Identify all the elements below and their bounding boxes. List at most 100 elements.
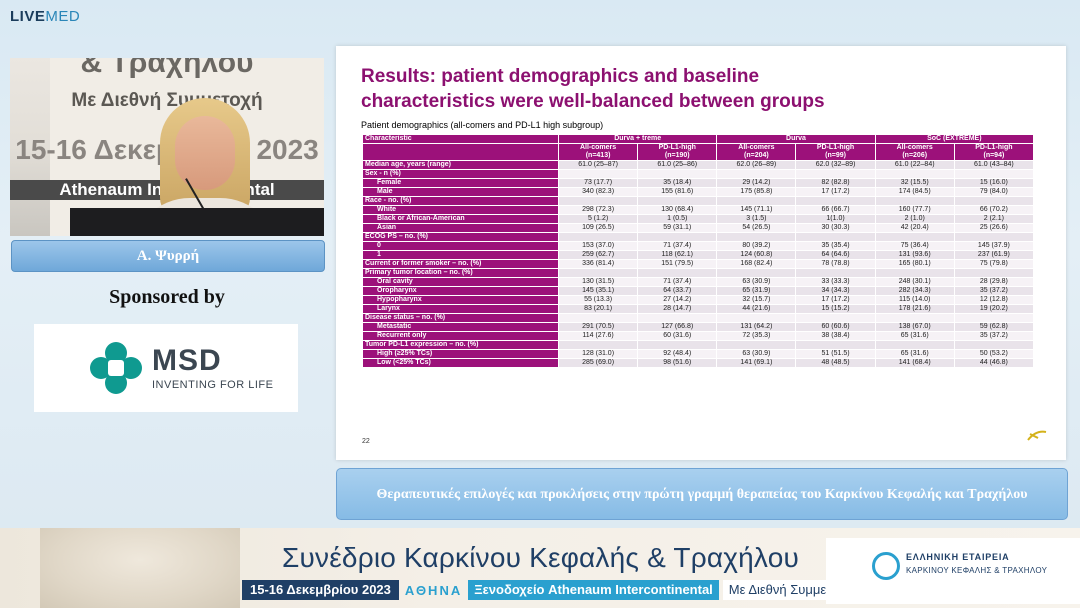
table-cell: 38 (38.4) [795,331,876,341]
row-label: Sex - n (%) [362,169,559,179]
table-cell: 115 (14.0) [874,295,955,305]
conference-details: 15-16 Δεκεμβρίου 2023 ΑΘΗΝΑ Ξενοδοχείο A… [242,580,859,600]
table-cell [795,340,876,350]
table-cell: 19 (20.2) [953,304,1035,314]
table-cell [874,340,955,350]
table-row: Race - no. (%) [362,196,1035,206]
table-cell: 259 (62.7) [557,250,639,260]
table-cell: 34 (34.3) [795,286,876,296]
table-cell: 340 (82.3) [557,187,639,197]
table-cell: 44 (46.8) [953,358,1035,368]
table-cell: 3 (1.5) [716,214,797,224]
table-cell [637,313,718,323]
table-row: ECOG PS – no. (%) [362,232,1035,242]
table-row: Disease status – no. (%) [362,313,1035,323]
ribbon-icon [872,552,900,580]
table-cell: 138 (67.0) [874,322,955,332]
table-cell: 145 (35.1) [557,286,639,296]
table-row: Asian 109 (26.5) 59 (31.1) 54 (26.5) 30 (30.… [362,223,1035,233]
society-logo: ΕΛΛΗΝΙΚΗ ΕΤΑΙΡΕΙΑ ΚΑΡΚΙΝΟΥ ΚΕΦΑΛΗΣ & ΤΡΑ… [826,538,1080,604]
table-cell [716,232,797,242]
presentation-slide: Results: patient demographics and baseli… [336,46,1066,460]
table-cell: 62.0 (32–89) [795,160,876,170]
table-row: White 298 (72.3) 130 (68.4) 145 (71.1) 66 (6… [362,205,1035,215]
sponsor-logo-text: MSD [152,343,222,377]
row-label: 0 [362,241,559,251]
characteristic-subheader [362,143,559,161]
table-cell: 80 (39.2) [716,241,797,251]
table-cell: 60 (60.6) [795,322,876,332]
table-cell: 29 (14.2) [716,178,797,188]
table-cell: 61.0 (25–86) [637,160,718,170]
table-cell: 118 (62.1) [637,250,718,260]
table-cell: 44 (21.6) [716,304,797,314]
statue-image [40,528,240,608]
table-cell: 1 (0.5) [637,214,718,224]
table-cell: 2 (1.0) [874,214,955,224]
table-cell: 35 (37.2) [953,286,1035,296]
row-label: 1 [362,250,559,260]
table-cell: 131 (64.2) [716,322,797,332]
msd-icon [90,342,142,394]
table-cell: 130 (31.5) [557,277,639,287]
table-cell [953,313,1035,323]
characteristic-header: Characteristic [362,134,559,144]
table-cell: 60 (31.6) [637,331,718,341]
table-cell: 83 (20.1) [557,304,639,314]
table-cell: 168 (82.4) [716,259,797,269]
table-cell [557,232,639,242]
row-label: Disease status – no. (%) [362,313,559,323]
row-label: Female [362,178,559,188]
table-cell [953,268,1035,278]
table-cell [557,313,639,323]
row-label: Race - no. (%) [362,196,559,206]
table-cell: 1(1.0) [795,214,876,224]
table-cell [795,268,876,278]
table-cell [953,169,1035,179]
table-cell: 175 (85.8) [716,187,797,197]
table-cell: 30 (30.3) [795,223,876,233]
table-cell: 127 (66.8) [637,322,718,332]
table-cell: 237 (61.9) [953,250,1035,260]
table-cell: 35 (37.2) [953,331,1035,341]
podium [70,208,324,236]
table-cell: 51 (51.5) [795,349,876,359]
row-label: Median age, years (range) [362,160,559,170]
table-cell: 63 (30.9) [716,277,797,287]
table-cell: 82 (82.8) [795,178,876,188]
table-row: 0 153 (37.0) 71 (37.4) 80 (39.2) 35 (35.4) 75… [362,241,1035,251]
table-cell: 27 (14.2) [637,295,718,305]
sponsor-tagline: INVENTING FOR LIFE [152,378,274,391]
table-cell [874,196,955,206]
table-cell: 17 (17.2) [795,295,876,305]
table-cell [953,232,1035,242]
table-row: Primary tumor location – no. (%) [362,268,1035,278]
table-cell: 64 (33.7) [637,286,718,296]
column-subheader: All-comers (n=206) [874,143,955,161]
row-label: Current or former smoker – no. (%) [362,259,559,269]
table-cell [637,268,718,278]
table-cell [716,340,797,350]
table-row: Female 73 (17.7) 35 (18.4) 29 (14.2) 82 (82.… [362,178,1035,188]
group-header: Durva [716,134,876,144]
table-cell: 59 (62.8) [953,322,1035,332]
column-subheader: All-comers (n=413) [557,143,639,161]
table-cell: 65 (31.6) [874,349,955,359]
table-cell: 92 (48.4) [637,349,718,359]
table-cell: 50 (53.2) [953,349,1035,359]
table-cell: 75 (36.4) [874,241,955,251]
table-cell [874,268,955,278]
table-cell: 178 (21.6) [874,304,955,314]
table-cell: 61.0 (43–84) [953,160,1035,170]
table-cell: 73 (17.7) [557,178,639,188]
row-label: Tumor PD-L1 expression – no. (%) [362,340,559,350]
table-cell: 128 (31.0) [557,349,639,359]
row-label: Metastatic [362,322,559,332]
table-cell [795,196,876,206]
table-cell: 174 (84.5) [874,187,955,197]
conference-footer: Συνέδριο Καρκίνου Κεφαλής & Τραχήλου 15-… [0,528,1080,608]
table-row: Male 340 (82.3) 155 (81.6) 175 (85.8) 17 (17… [362,187,1035,197]
livemed-logo: LIVEMED [10,8,81,25]
table-cell: 79 (84.0) [953,187,1035,197]
table-cell: 63 (30.9) [716,349,797,359]
